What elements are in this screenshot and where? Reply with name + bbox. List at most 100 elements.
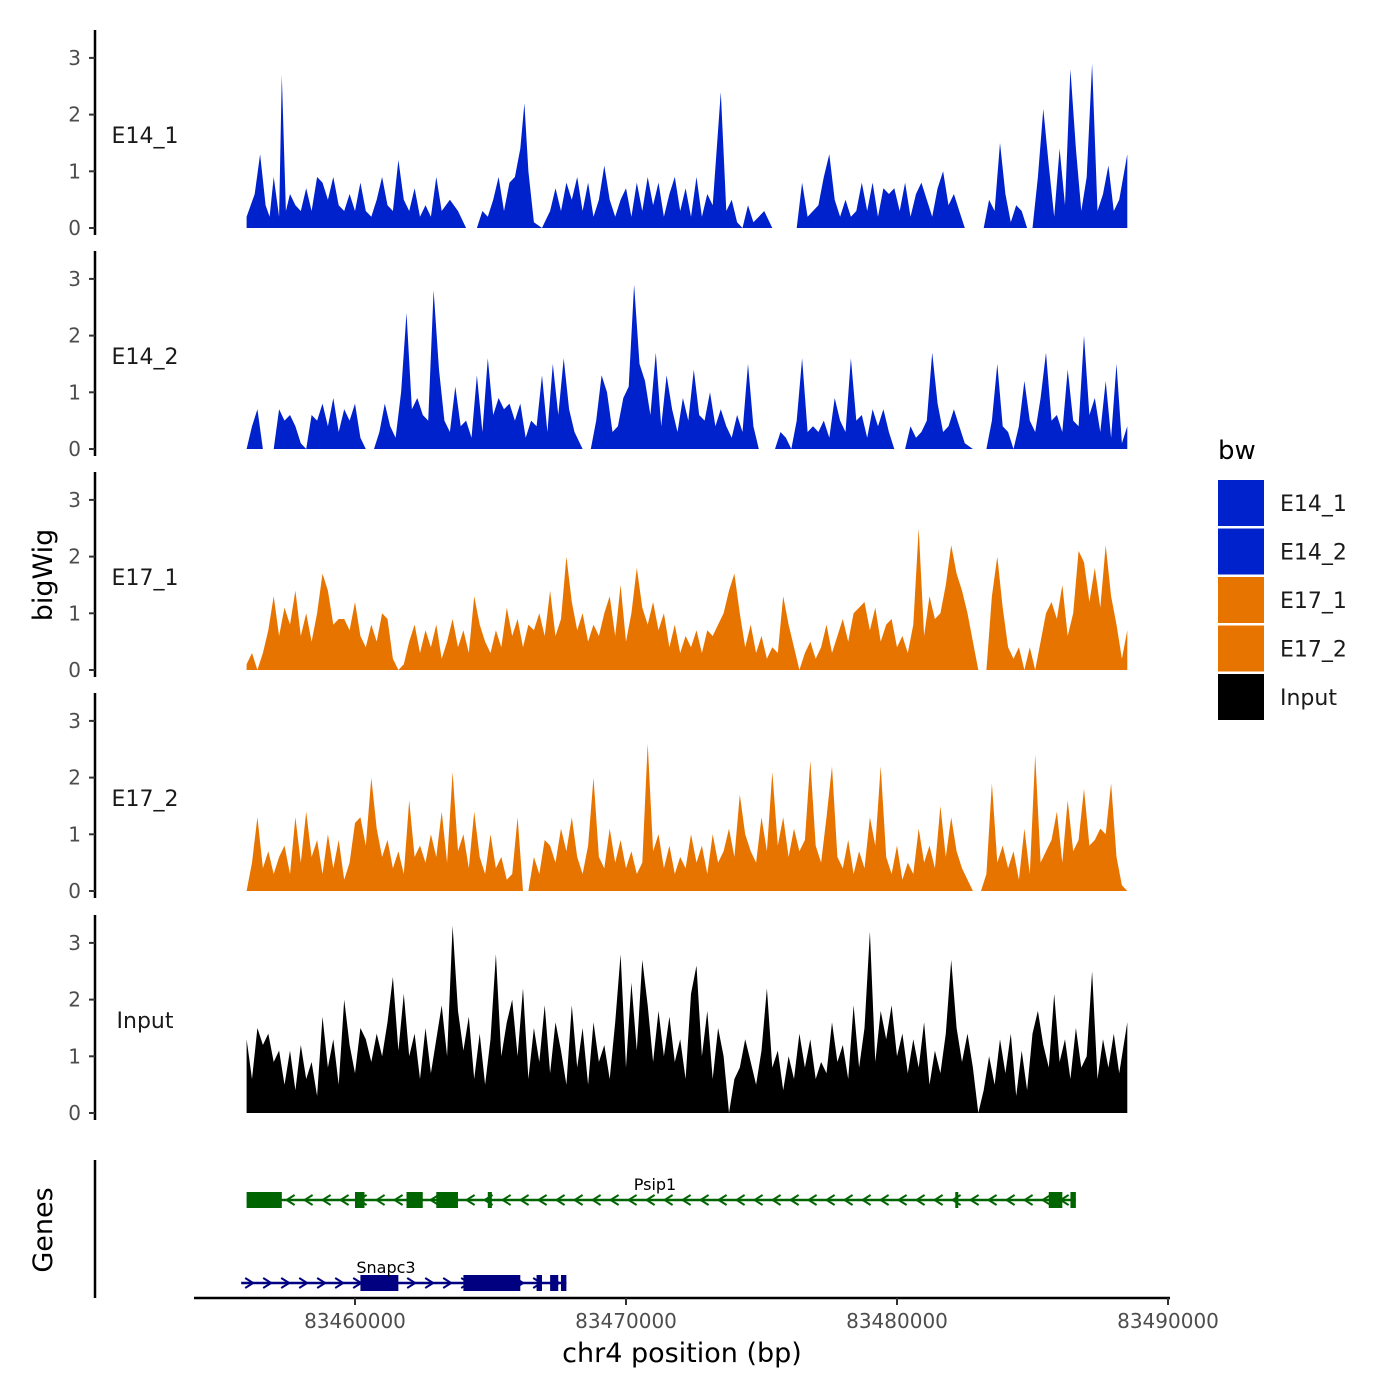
strand-chevron: [334, 1277, 346, 1289]
y-tick-label: 0: [68, 1101, 81, 1125]
track-label: E17_2: [112, 787, 179, 812]
exon: [536, 1275, 542, 1291]
legend-title: bw: [1218, 436, 1256, 466]
exon: [560, 1275, 567, 1291]
exon: [487, 1192, 492, 1208]
strand-chevron: [1022, 1194, 1034, 1206]
genes-panel-title: Genes: [28, 1187, 59, 1272]
exon: [406, 1192, 423, 1208]
legend-swatch: [1218, 674, 1264, 720]
track-label: E17_1: [112, 566, 179, 591]
strand-chevron: [316, 1277, 328, 1289]
strand-chevron: [572, 1194, 584, 1206]
y-tick-label: 0: [68, 879, 81, 903]
signal-area: [246, 63, 1128, 228]
legend-item-e14-2: E14_2: [1218, 528, 1347, 575]
strand-chevron: [280, 1277, 292, 1289]
y-tick-label: 2: [68, 988, 81, 1012]
strand-chevron: [806, 1194, 818, 1206]
y-tick-label: 1: [68, 380, 81, 404]
signal-area: [246, 528, 1128, 670]
legend-item-e17-2: E17_2: [1218, 625, 1347, 672]
x-tick-label: 83460000: [304, 1309, 406, 1333]
strand-chevron: [1040, 1194, 1052, 1206]
strand-chevron: [698, 1194, 710, 1206]
legend-label: E17_2: [1280, 638, 1347, 663]
strand-chevron: [932, 1194, 944, 1206]
strand-chevron: [788, 1194, 800, 1206]
y-tick-label: 1: [68, 601, 81, 625]
strand-chevron: [428, 1194, 440, 1206]
legend-label: E17_1: [1280, 589, 1347, 614]
y-tick-label: 3: [68, 931, 81, 955]
genes-layer: Psip1 Snapc3: [93, 1160, 1076, 1298]
track-e14-1: 0 1 2 3 E14_1: [68, 30, 1128, 240]
legend-label: E14_1: [1280, 492, 1347, 517]
x-tick-label: 83480000: [846, 1309, 948, 1333]
x-axis: 83460000 83470000 83480000 83490000: [194, 1296, 1219, 1333]
strand-chevron: [626, 1194, 638, 1206]
strand-chevron: [968, 1194, 980, 1206]
legend: bw E14_1 E14_2 E17_1 E17_2 Input: [1218, 436, 1347, 720]
legend-swatch: [1218, 480, 1264, 526]
strand-chevron: [860, 1194, 872, 1206]
track-input: 0 1 2 3 Input: [68, 915, 1128, 1125]
y-tick-label: 1: [68, 159, 81, 183]
legend-item-e14-1: E14_1: [1218, 480, 1347, 526]
strand-chevron: [374, 1194, 386, 1206]
gene-psip1: Psip1: [246, 1175, 1076, 1208]
strand-chevron: [842, 1194, 854, 1206]
exon: [246, 1192, 282, 1208]
gene-snapc3: Snapc3: [241, 1258, 567, 1291]
legend-swatch: [1218, 625, 1264, 672]
signal-area: [246, 743, 1128, 891]
exon: [463, 1275, 521, 1291]
strand-chevron: [878, 1194, 890, 1206]
y-tick-label: 3: [68, 46, 81, 70]
strand-chevron: [536, 1194, 548, 1206]
strand-chevron: [608, 1194, 620, 1206]
y-tick-label: 2: [68, 324, 81, 348]
strand-chevron: [320, 1194, 332, 1206]
strand-chevron: [752, 1194, 764, 1206]
gene-label: Snapc3: [356, 1258, 415, 1277]
exon: [1070, 1192, 1076, 1208]
strand-chevron: [914, 1194, 926, 1206]
strand-chevron: [338, 1194, 350, 1206]
x-tick-label: 83490000: [1117, 1309, 1219, 1333]
exon: [1048, 1192, 1063, 1208]
strand-chevron: [554, 1194, 566, 1206]
strand-chevron: [662, 1194, 674, 1206]
exon: [436, 1192, 458, 1208]
track-label: Input: [117, 1009, 174, 1034]
legend-item-input: Input: [1218, 674, 1337, 720]
strand-chevron: [770, 1194, 782, 1206]
exon: [550, 1275, 559, 1291]
track-e14-2: 0 1 2 3 E14_2: [68, 251, 1128, 461]
strand-chevron: [500, 1194, 512, 1206]
legend-label: E14_2: [1280, 541, 1347, 566]
legend-swatch: [1218, 577, 1264, 623]
tracks-layer: 0 1 2 3 E14_1 0 1 2 3 E14_2 0 1 2 3 E17_1 0 1 2 3 E17_2 0 1 2 3…: [68, 30, 1128, 1125]
exon: [355, 1192, 365, 1208]
y-tick-label: 2: [68, 766, 81, 790]
track-label: E14_1: [112, 124, 179, 149]
y-tick-label: 1: [68, 1044, 81, 1068]
track-e17-2: 0 1 2 3 E17_2: [68, 693, 1128, 903]
strand-chevron: [284, 1194, 296, 1206]
y-tick-label: 0: [68, 437, 81, 461]
y-tick-label: 3: [68, 488, 81, 512]
strand-chevron: [518, 1194, 530, 1206]
strand-chevron: [680, 1194, 692, 1206]
y-tick-label: 0: [68, 216, 81, 240]
y-tick-label: 2: [68, 545, 81, 569]
strand-chevron: [716, 1194, 728, 1206]
x-tick-label: 83470000: [575, 1309, 677, 1333]
strand-chevron: [1004, 1194, 1016, 1206]
strand-chevron: [442, 1277, 454, 1289]
track-label: E14_2: [112, 345, 179, 370]
strand-chevron: [392, 1194, 404, 1206]
signal-area: [246, 284, 1128, 449]
x-axis-title: chr4 position (bp): [562, 1338, 802, 1369]
